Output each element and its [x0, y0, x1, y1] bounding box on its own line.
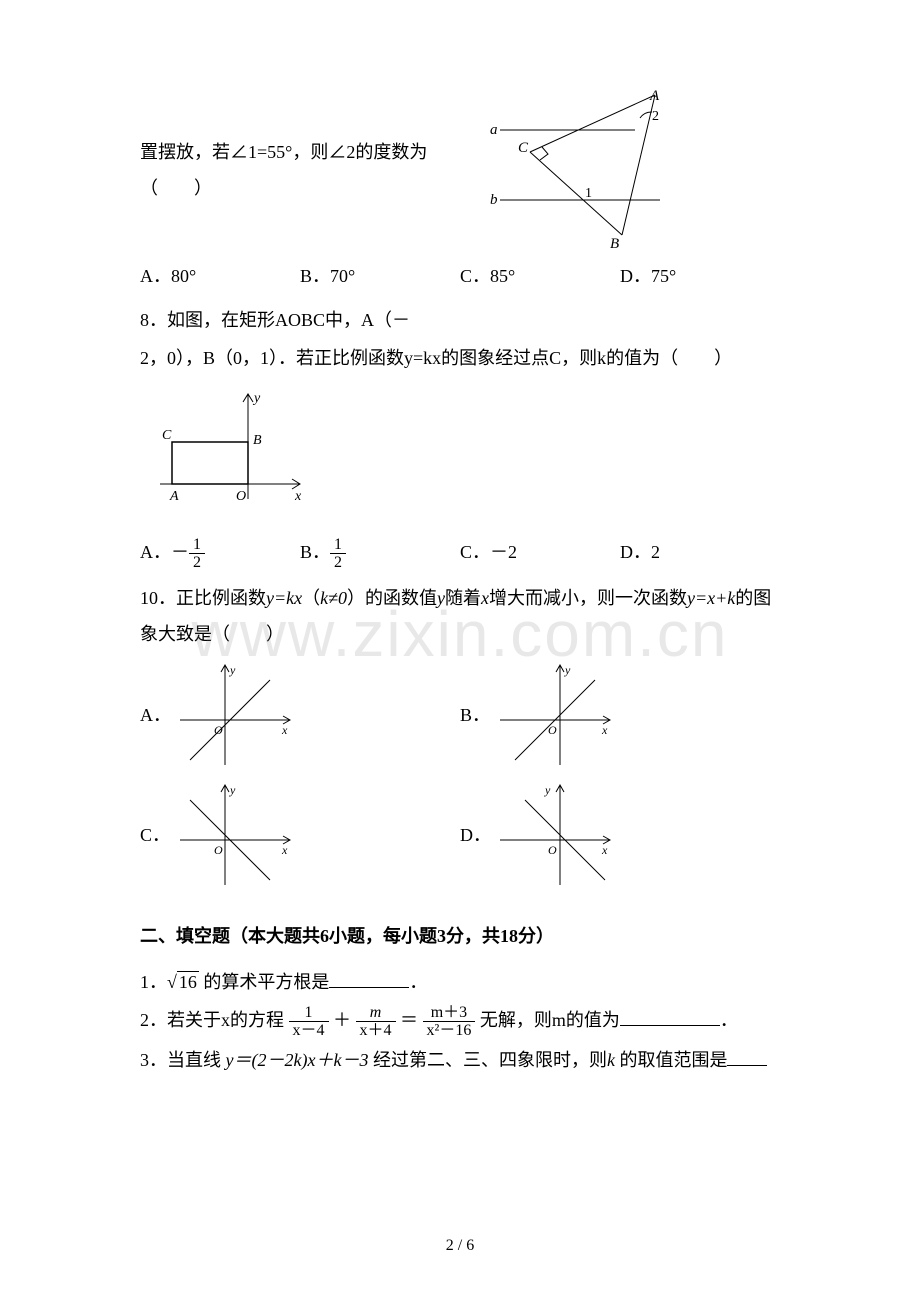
q10-opt-B: B． y x O [460, 660, 780, 770]
q10-opt-A: A． y x O [140, 660, 460, 770]
q10-grid: A． y x O B． y x O C． y x O [140, 660, 780, 900]
q10-opt-C: C． y x O [140, 780, 460, 890]
label-a: a [490, 122, 498, 138]
label-b: b [490, 192, 498, 208]
q8-line1: 8．如图，在矩形AOBC中，A（－ [140, 302, 780, 338]
q10-opt-D: D． y x O [460, 780, 780, 890]
label-C: C [518, 140, 529, 156]
svg-text:y: y [229, 663, 236, 677]
q7-choices: A．80° B．70° C．85° D．75° [140, 258, 780, 294]
q8-B: B [253, 433, 262, 448]
blank [620, 1008, 720, 1026]
svg-text:x: x [601, 843, 608, 857]
blank [727, 1048, 767, 1066]
q7-choice-A: A．80° [140, 258, 300, 294]
q8-line2: 2，0），B（0，1）．若正比例函数y=kx的图象经过点C，则k的值为（ ） [140, 340, 780, 376]
label-B: B [610, 236, 619, 250]
section2-title: 二、填空题（本大题共6小题，每小题3分，共18分） [140, 918, 780, 954]
label-A: A [649, 90, 660, 104]
label-2: 2 [652, 109, 659, 124]
q8-choices: A．－12 B．12 C．－2 D．2 [140, 534, 780, 572]
q8-C: C [162, 428, 172, 443]
page-number: 2 / 6 [446, 1230, 474, 1262]
svg-text:O: O [548, 843, 557, 857]
s2-q1: 1．√16 的算术平方根是． [140, 964, 780, 1000]
svg-text:x: x [601, 723, 608, 737]
svg-text:x: x [281, 723, 288, 737]
svg-text:y: y [229, 783, 236, 797]
q8-choice-D: D．2 [620, 534, 780, 572]
q7-choice-C: C．85° [460, 258, 620, 294]
q8-choice-B: B．12 [300, 534, 460, 572]
svg-text:O: O [214, 723, 223, 737]
q8-y: y [252, 391, 261, 406]
q8-A: A [169, 489, 179, 504]
q7-row: 置摆放，若∠1=55°，则∠2的度数为（ ） a b C A B 1 2 [140, 90, 780, 250]
svg-text:y: y [564, 663, 571, 677]
q7-figure: a b C A B 1 2 [430, 90, 780, 250]
label-1: 1 [585, 186, 592, 201]
svg-text:O: O [548, 723, 557, 737]
s2-q3: 3．当直线 y＝(2－2k)x＋k－3 经过第二、三、四象限时，则k 的取值范围… [140, 1042, 780, 1078]
q8-figure: y x O A B C [140, 384, 780, 526]
svg-text:y: y [544, 783, 551, 797]
q7-choice-B: B．70° [300, 258, 460, 294]
svg-text:x: x [281, 843, 288, 857]
q8-choice-C: C．－2 [460, 534, 620, 572]
q10-text: 10．正比例函数y=kx（k≠0）的函数值y随着x增大而减小，则一次函数y=x+… [140, 580, 780, 652]
svg-text:O: O [214, 843, 223, 857]
q7-choice-D: D．75° [620, 258, 780, 294]
blank [329, 970, 409, 988]
q7-text: 置摆放，若∠1=55°，则∠2的度数为（ ） [140, 134, 430, 206]
q8-choice-A: A．－12 [140, 534, 300, 572]
q8-O: O [236, 489, 246, 504]
s2-q2: 2．若关于x的方程 1x－4 ＋ mx＋4 ＝ m＋3x²－16 无解，则m的值… [140, 1002, 780, 1040]
q8-x: x [294, 489, 302, 504]
